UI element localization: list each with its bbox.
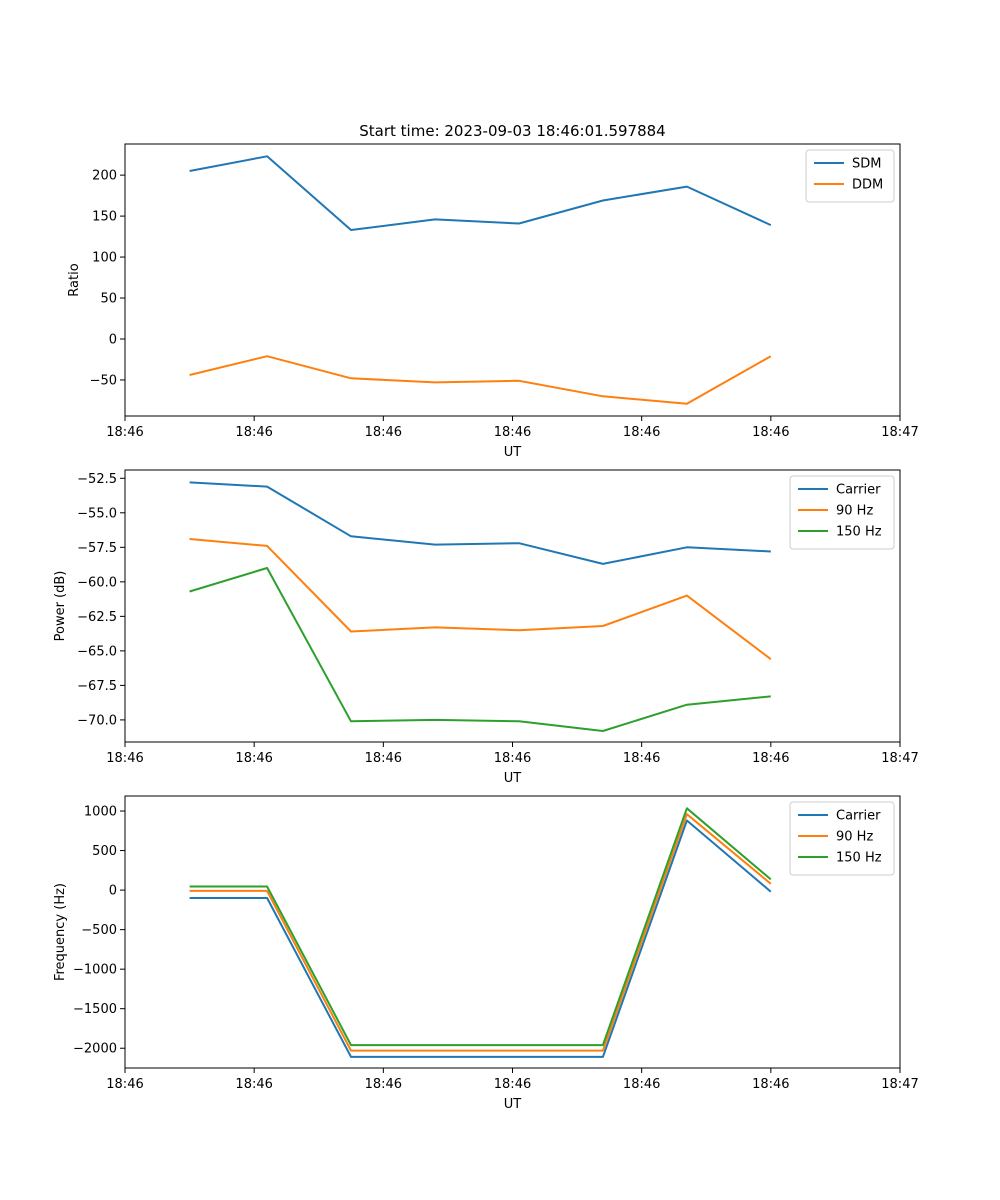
y-tick-label: 200 [92, 169, 117, 184]
x-tick-label: 18:46 [752, 1077, 789, 1092]
x-tick-label: 18:46 [494, 751, 531, 766]
legend-label: SDM [852, 157, 881, 172]
series-line-90-hz [189, 538, 772, 660]
y-tick-label: 50 [100, 292, 117, 307]
y-tick-label: −50 [90, 373, 117, 388]
series-line-carrier [189, 819, 772, 1058]
series-line-ddm [189, 355, 772, 405]
y-tick-label: −52.5 [77, 472, 117, 487]
y-tick-label: 0 [109, 332, 117, 347]
legend-label: 150 Hz [836, 851, 882, 866]
y-tick-label: 1000 [84, 805, 117, 820]
x-axis-label: UT [504, 771, 522, 786]
legend-label: 90 Hz [836, 504, 873, 519]
x-axis-label: UT [504, 1097, 522, 1112]
legend-label: 90 Hz [836, 830, 873, 845]
series-line-150-hz [189, 807, 772, 1047]
legend: Carrier 90 Hz 150 Hz [789, 801, 895, 876]
x-tick-label: 18:46 [365, 1077, 402, 1092]
plot-area [125, 470, 900, 742]
chart-panel-3: 18:46 18:46 18:46 18:46 18:46 18:46 18:47 1000 5… [53, 795, 919, 1112]
y-tick-label: 100 [92, 251, 117, 266]
x-tick-label: 18:46 [623, 1077, 660, 1092]
y-tick-label: −57.5 [77, 541, 117, 556]
y-tick-label: −1500 [73, 1002, 117, 1017]
x-tick-label: 18:46 [623, 425, 660, 440]
chart-panel-2: 18:46 18:46 18:46 18:46 18:46 18:46 18:47 −52.5… [53, 469, 919, 786]
x-tick-label: 18:46 [365, 751, 402, 766]
legend-label: Carrier [836, 483, 881, 498]
x-tick-label: 18:46 [365, 425, 402, 440]
x-tick-label: 18:46 [494, 425, 531, 440]
figure-title: Start time: 2023-09-03 18:46:01.597884 [359, 122, 665, 140]
y-tick-label: −1000 [73, 963, 117, 978]
x-tick-label: 18:47 [881, 1077, 918, 1092]
x-tick-label: 18:47 [881, 751, 918, 766]
x-tick-label: 18:47 [881, 425, 918, 440]
x-tick-label: 18:46 [106, 1077, 143, 1092]
series-line-sdm [189, 155, 772, 231]
y-tick-label: 150 [92, 210, 117, 225]
chart-panel-1: 18:46 18:46 18:46 18:46 18:46 18:46 18:47 200 15… [67, 143, 919, 460]
legend: Carrier 90 Hz 150 Hz [789, 475, 895, 550]
x-tick-label: 18:46 [494, 1077, 531, 1092]
x-axis-label: UT [504, 445, 522, 460]
legend: SDM DDM [805, 149, 895, 203]
y-tick-label: −67.5 [77, 679, 117, 694]
y-tick-label: −70.0 [77, 713, 117, 728]
y-tick-label: −500 [81, 923, 117, 938]
legend-label: DDM [852, 178, 883, 193]
y-axis-label: Ratio [67, 263, 82, 296]
x-tick-label: 18:46 [752, 751, 789, 766]
x-tick-label: 18:46 [752, 425, 789, 440]
y-tick-label: −60.0 [77, 575, 117, 590]
y-tick-label: −62.5 [77, 610, 117, 625]
plot-area [125, 796, 900, 1068]
series-line-carrier [189, 481, 771, 565]
legend-label: Carrier [836, 809, 881, 824]
y-tick-label: −55.0 [77, 506, 117, 521]
x-tick-label: 18:46 [235, 1077, 272, 1092]
y-tick-label: −65.0 [77, 644, 117, 659]
x-tick-label: 18:46 [106, 751, 143, 766]
x-tick-label: 18:46 [235, 425, 272, 440]
y-tick-label: −2000 [73, 1042, 117, 1057]
y-tick-label: 0 [109, 884, 117, 899]
legend-label: 150 Hz [836, 525, 882, 540]
x-tick-label: 18:46 [623, 751, 660, 766]
series-line-150-hz [189, 567, 771, 732]
y-tick-label: 500 [92, 844, 117, 859]
plot-area [125, 144, 900, 416]
series-line-90-hz [189, 813, 772, 1052]
x-tick-label: 18:46 [235, 751, 272, 766]
y-axis-label: Power (dB) [53, 571, 68, 642]
y-axis-label: Frequency (Hz) [53, 883, 68, 981]
x-tick-label: 18:46 [106, 425, 143, 440]
